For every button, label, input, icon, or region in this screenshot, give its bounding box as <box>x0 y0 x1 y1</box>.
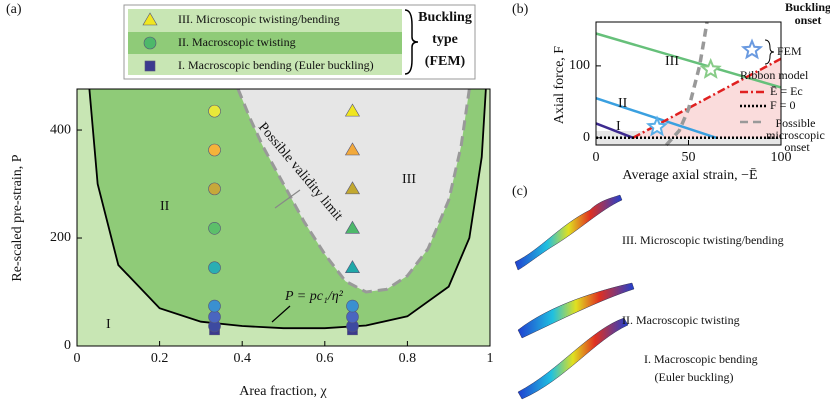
label: II <box>160 199 170 214</box>
frame <box>595 21 782 146</box>
label: II. Macroscopic twisting <box>622 313 740 327</box>
legend-icon <box>143 36 157 50</box>
label: 0.2 <box>151 351 169 366</box>
label: 400 <box>50 122 71 137</box>
label: 0 <box>64 338 71 353</box>
marker <box>699 57 722 79</box>
marker <box>346 310 359 324</box>
label: Area fraction, χ <box>239 384 327 399</box>
label: 0 <box>593 150 600 165</box>
label: II. Macroscopic twisting <box>178 35 296 49</box>
label: III. Microscopic twisting/bending <box>178 12 340 26</box>
line <box>595 122 634 139</box>
label: II <box>618 96 628 111</box>
brace <box>764 39 775 65</box>
marker <box>208 182 221 196</box>
legend-bg <box>128 32 402 54</box>
label: F = 0 <box>770 98 795 112</box>
marker <box>208 299 221 313</box>
boundary <box>88 88 487 330</box>
label: FEM <box>777 44 802 58</box>
legend-icon <box>740 38 764 60</box>
label: 0 <box>74 351 81 366</box>
marker <box>208 310 221 324</box>
marker <box>344 103 360 117</box>
ribbon <box>517 282 635 339</box>
label: 1 <box>487 351 494 366</box>
label: Buckling <box>785 0 830 14</box>
label: III <box>402 172 416 187</box>
label: 200 <box>50 230 71 245</box>
label: III. Microscopic twisting/bending <box>622 233 784 247</box>
line <box>595 32 782 89</box>
marker <box>346 299 359 313</box>
label: Buckling <box>418 10 472 25</box>
marker <box>208 104 221 118</box>
marker <box>344 260 360 274</box>
line <box>664 21 709 147</box>
label: Possible microscopic onset <box>766 116 828 154</box>
label: I <box>616 119 621 134</box>
ribbon <box>517 317 629 400</box>
label: (c) <box>512 184 528 199</box>
label: 0.8 <box>399 351 417 366</box>
label: Ē = Ec <box>770 84 803 98</box>
frame <box>76 88 491 347</box>
marker <box>208 143 221 157</box>
label: (b) <box>512 2 529 17</box>
arrow <box>274 189 301 209</box>
label: III <box>665 54 679 69</box>
ribbon <box>514 194 623 271</box>
legend-icon <box>144 60 156 72</box>
label: Ribbon model <box>740 68 809 82</box>
marker <box>208 221 221 235</box>
label: Re-scaled pre-strain, P <box>10 154 25 281</box>
brace <box>404 9 419 75</box>
label: type <box>432 32 458 47</box>
label: 0.6 <box>316 351 334 366</box>
label: onset <box>795 13 822 27</box>
label: Average axial strain, −Ē <box>622 167 757 183</box>
marker <box>645 115 669 137</box>
marker <box>208 261 221 275</box>
label: P = pc₁/η² <box>284 289 344 304</box>
label: (Euler buckling) <box>655 370 734 384</box>
arrow <box>271 305 291 323</box>
label: 0 <box>583 130 590 145</box>
marker <box>344 220 360 234</box>
validity <box>236 88 471 294</box>
label: I. Macroscopic bending (Euler buckling) <box>178 58 374 72</box>
label: 0.4 <box>233 351 251 366</box>
label: 100 <box>569 58 590 73</box>
label: (a) <box>6 2 22 17</box>
label: (FEM) <box>425 54 466 69</box>
marker <box>344 181 360 195</box>
marker <box>344 142 360 156</box>
label: I <box>106 317 111 332</box>
label: 100 <box>771 150 792 165</box>
label: I. Macroscopic bending <box>644 352 758 366</box>
legend-icon <box>142 12 158 26</box>
label: 50 <box>682 150 696 165</box>
label: Axial force, F <box>552 46 567 124</box>
